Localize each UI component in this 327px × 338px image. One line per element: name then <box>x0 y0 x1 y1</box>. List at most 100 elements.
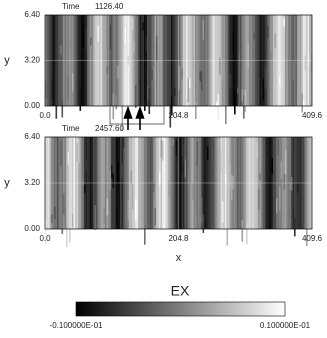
field-noise <box>288 137 290 152</box>
field-noise <box>220 149 223 173</box>
field-noise <box>229 73 232 89</box>
field-noise <box>306 227 308 247</box>
field-noise <box>258 189 260 210</box>
field-noise <box>106 198 109 216</box>
field-noise <box>66 228 68 248</box>
field-noise <box>60 140 62 167</box>
field-noise <box>181 68 184 80</box>
field-noise <box>153 65 155 82</box>
field-noise <box>279 77 281 86</box>
arrow <box>123 105 133 130</box>
field-noise <box>231 26 233 34</box>
field-noise <box>201 197 203 223</box>
y-tick-label: 6.40 <box>24 10 40 19</box>
field-noise <box>253 32 256 40</box>
field-noise <box>115 195 118 205</box>
field-noise <box>151 69 154 80</box>
field-noise <box>178 66 181 90</box>
x-tick-label: 0.0 <box>39 234 51 243</box>
field-noise <box>192 183 194 201</box>
field-noise <box>229 162 232 188</box>
field-noise <box>225 102 227 125</box>
field-noise <box>160 139 163 158</box>
field-noise <box>276 198 278 214</box>
field-noise <box>123 137 125 149</box>
field-noise <box>280 161 283 180</box>
field-noise <box>64 61 67 76</box>
y-tick-label: 6.40 <box>24 132 40 141</box>
field-noise <box>283 173 286 190</box>
field-noise <box>154 43 157 50</box>
field-noise <box>222 201 224 223</box>
time-value: 1126.40 <box>95 2 124 11</box>
field-noise <box>310 54 313 74</box>
field-noise <box>207 145 209 161</box>
field-noise <box>271 49 274 58</box>
field-noise <box>222 57 224 80</box>
x-tick-label: 409.6 <box>302 111 323 120</box>
time-value: 2457.60 <box>95 124 124 133</box>
field-noise <box>187 169 190 186</box>
field-noise <box>82 22 85 49</box>
field-noise <box>85 27 88 52</box>
field-noise <box>261 83 263 100</box>
field-noise <box>273 24 275 47</box>
field-noise <box>45 219 47 245</box>
x-tick-label: 409.6 <box>302 234 323 243</box>
colorbar-title: EX <box>171 283 190 299</box>
field-noise <box>78 138 80 164</box>
field-noise <box>148 88 151 114</box>
y-tick-label: 3.20 <box>24 178 40 187</box>
field-noise <box>285 150 287 175</box>
field-noise <box>132 183 134 210</box>
field-noise <box>72 72 74 92</box>
field-noise <box>133 41 136 53</box>
bracket <box>109 15 165 125</box>
field-noise <box>289 182 292 190</box>
field-noise <box>109 170 112 191</box>
field-noise <box>232 33 235 53</box>
field-noise <box>267 25 269 39</box>
field-noise <box>202 19 205 40</box>
field-noise <box>243 95 245 119</box>
field-noise <box>132 17 134 30</box>
field-noise <box>121 104 124 131</box>
field-noise <box>226 227 229 246</box>
field-noise <box>127 199 130 220</box>
field-noise <box>256 143 259 159</box>
field-noise <box>264 65 266 90</box>
field-noise <box>195 101 197 119</box>
field-noise <box>244 89 247 112</box>
field-noise <box>238 53 241 61</box>
field-noise <box>292 61 295 81</box>
field-noise <box>201 71 203 91</box>
y-axis-label: y <box>4 177 10 189</box>
field-noise <box>228 156 230 182</box>
panel: Time 1126.40 6.40 3.20 0.00 y 0.0 204.8 409.6 <box>4 2 323 131</box>
field-noise <box>181 155 184 175</box>
colorbar-min: -0.100000E-01 <box>50 321 103 330</box>
field-noise <box>154 207 157 226</box>
field-noise <box>187 78 190 103</box>
field-noise <box>189 78 191 89</box>
field-noise <box>303 100 305 118</box>
field-noise <box>202 214 205 233</box>
field-noise <box>51 79 53 100</box>
field-noise <box>64 207 67 228</box>
field-noise <box>90 37 92 46</box>
field-noise <box>156 36 158 61</box>
field-noise <box>138 162 140 172</box>
y-axis-label: y <box>4 54 10 66</box>
field-noise <box>217 94 220 120</box>
field-noise <box>97 25 100 42</box>
field-noise <box>115 95 118 110</box>
field-noise <box>292 207 295 219</box>
field-noise <box>241 220 244 242</box>
y-tick-label: 0.00 <box>24 101 40 110</box>
field-noise <box>61 213 64 235</box>
field-noise <box>147 85 149 100</box>
field-noise <box>297 182 299 193</box>
field-noise <box>153 182 155 193</box>
field-noise <box>55 99 58 119</box>
field-noise <box>67 151 70 165</box>
